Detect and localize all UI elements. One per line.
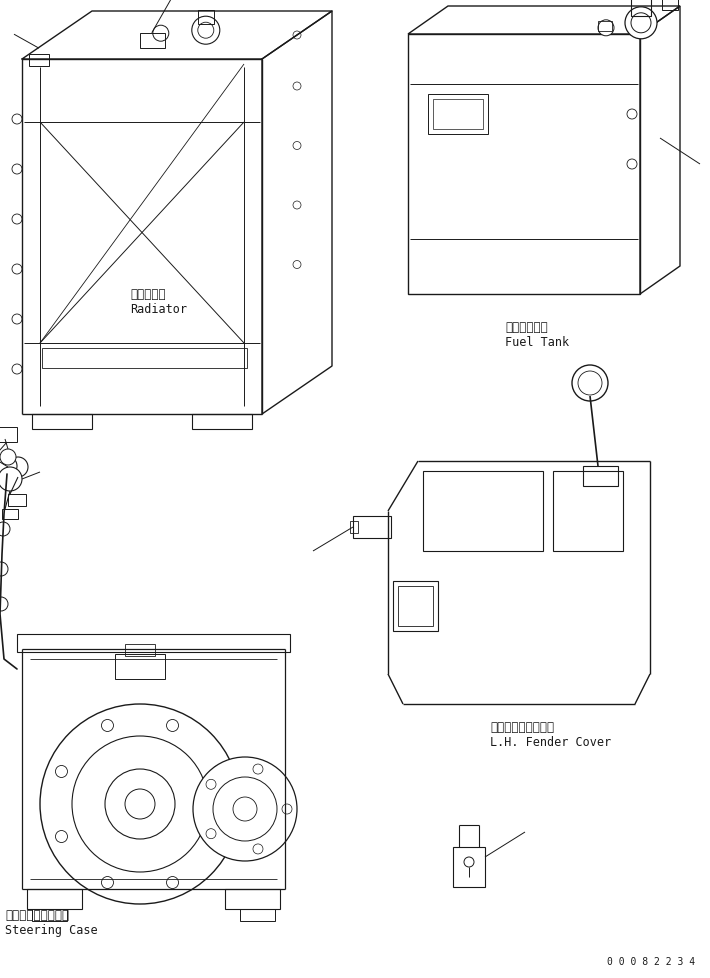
Bar (115, 654, 165, 680)
Circle shape (282, 804, 292, 814)
Bar (198, 11, 214, 25)
Circle shape (12, 215, 22, 225)
Bar (553, 471, 623, 552)
Circle shape (0, 562, 8, 576)
Bar (225, 889, 280, 910)
Circle shape (293, 83, 301, 91)
Text: ラジエータ: ラジエータ (130, 289, 165, 301)
Circle shape (253, 844, 263, 854)
Text: 0 0 0 8 2 2 3 4: 0 0 0 8 2 2 3 4 (607, 956, 695, 966)
Circle shape (0, 467, 22, 492)
Bar (428, 95, 488, 135)
Circle shape (167, 876, 178, 889)
Circle shape (253, 764, 263, 775)
Circle shape (12, 114, 22, 125)
Bar (0, 427, 17, 443)
Circle shape (625, 8, 657, 40)
Text: Fuel Tank: Fuel Tank (505, 336, 569, 349)
Circle shape (198, 23, 214, 39)
Circle shape (631, 14, 651, 34)
Bar (598, 22, 612, 31)
Bar (125, 645, 155, 656)
Circle shape (233, 797, 257, 822)
Circle shape (293, 32, 301, 40)
Circle shape (12, 265, 22, 275)
Circle shape (293, 201, 301, 210)
Text: 左　フェンダカバー: 左 フェンダカバー (490, 721, 554, 734)
Circle shape (0, 457, 17, 476)
Bar (398, 587, 433, 626)
Circle shape (293, 143, 301, 151)
Circle shape (153, 26, 169, 42)
Circle shape (206, 828, 216, 839)
Circle shape (12, 165, 22, 175)
Circle shape (193, 757, 297, 861)
Circle shape (40, 704, 240, 904)
Circle shape (105, 770, 175, 839)
Text: Radiator: Radiator (130, 303, 187, 316)
Bar (32, 415, 92, 429)
Text: ステアリングケース: ステアリングケース (5, 909, 69, 921)
Circle shape (55, 766, 67, 778)
Circle shape (125, 789, 155, 820)
Circle shape (578, 372, 602, 395)
Circle shape (0, 598, 8, 611)
Circle shape (0, 522, 10, 537)
Bar (393, 581, 438, 632)
Circle shape (627, 110, 637, 120)
Circle shape (598, 21, 614, 37)
Bar (453, 847, 485, 887)
Circle shape (8, 458, 28, 477)
Bar (662, 0, 678, 11)
Circle shape (293, 261, 301, 269)
Bar (29, 55, 49, 67)
Bar (583, 467, 618, 486)
Circle shape (0, 450, 16, 466)
Circle shape (464, 857, 474, 867)
Bar (2, 510, 18, 519)
Bar (32, 910, 67, 921)
Circle shape (572, 366, 608, 402)
Bar (42, 348, 247, 369)
Bar (631, 0, 651, 17)
Circle shape (55, 830, 67, 843)
Bar (192, 415, 252, 429)
Bar (433, 100, 483, 130)
Circle shape (102, 876, 114, 889)
Circle shape (206, 779, 216, 789)
Circle shape (72, 736, 208, 872)
Circle shape (212, 766, 224, 778)
Bar (8, 495, 26, 507)
Circle shape (212, 830, 224, 843)
Bar (27, 889, 82, 910)
Bar (350, 521, 358, 533)
Circle shape (167, 720, 178, 732)
Circle shape (102, 720, 114, 732)
Bar (17, 635, 290, 652)
Circle shape (627, 159, 637, 170)
Bar (423, 471, 543, 552)
Circle shape (192, 18, 220, 45)
Bar (140, 33, 165, 49)
Text: L.H. Fender Cover: L.H. Fender Cover (490, 735, 611, 749)
Circle shape (213, 778, 277, 841)
Text: Steering Case: Steering Case (5, 923, 98, 937)
Circle shape (12, 365, 22, 375)
Bar (353, 516, 391, 539)
Circle shape (12, 315, 22, 325)
Bar (240, 910, 275, 921)
Text: フェルタンク: フェルタンク (505, 321, 547, 334)
